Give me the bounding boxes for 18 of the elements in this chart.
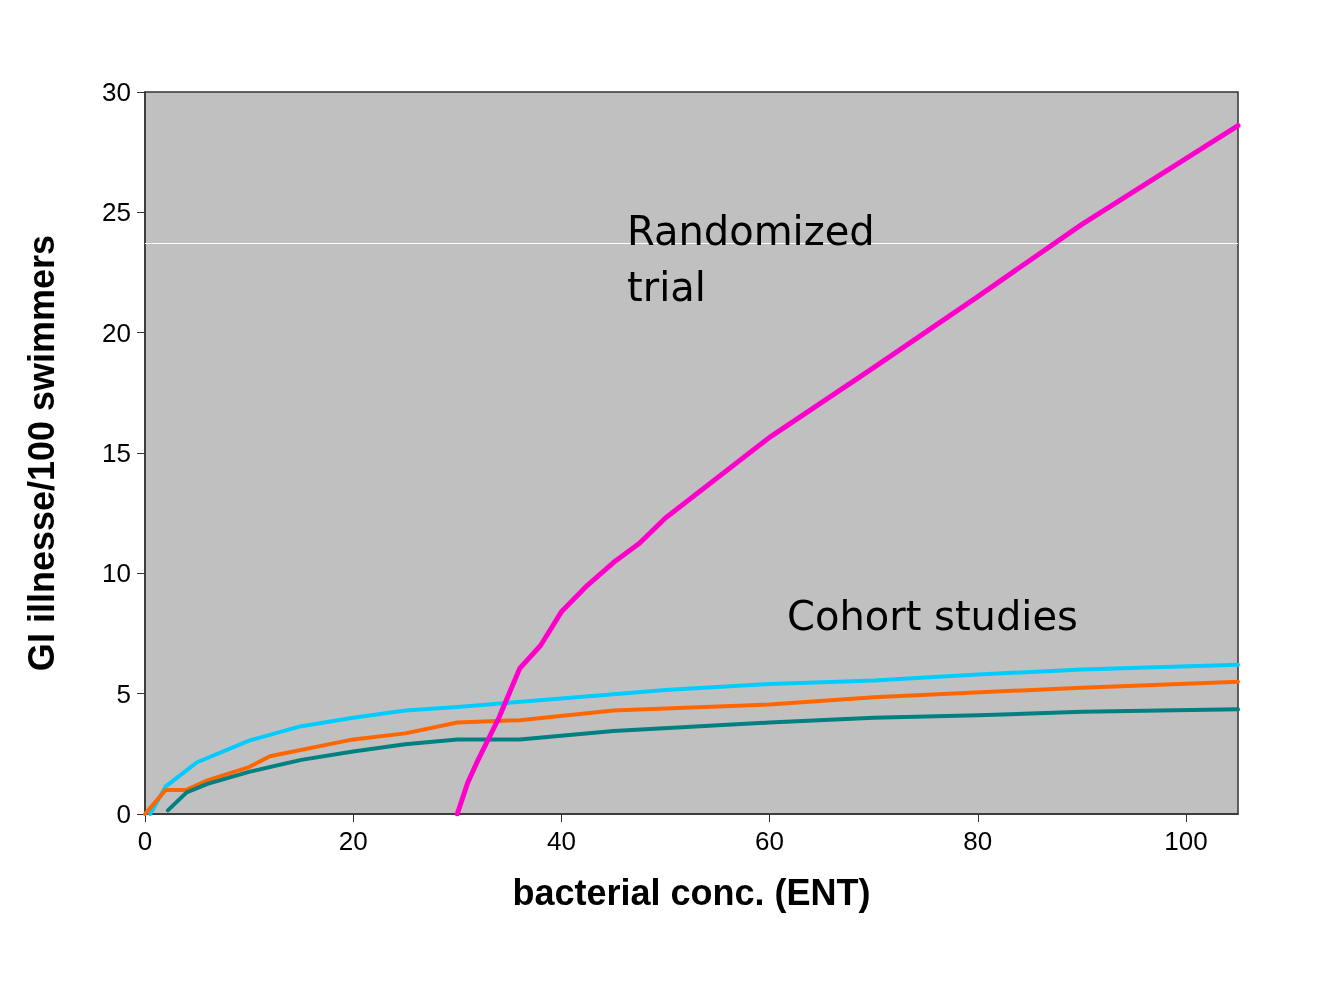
- y-tick-label: 15: [102, 438, 131, 468]
- y-tick-label: 30: [102, 77, 131, 107]
- x-tick-label: 0: [137, 826, 153, 856]
- y-tick-label: 10: [102, 558, 131, 589]
- x-tick-label: 80: [963, 826, 993, 856]
- x-tick-label: 40: [546, 826, 576, 856]
- line-series: [165, 707, 1240, 813]
- y-axis-title: GI illnesse/100 swimmers: [20, 234, 62, 672]
- x-axis-title: bacterial conc. (ENT): [512, 871, 871, 913]
- x-tick-label: 100: [1164, 826, 1208, 856]
- y-tick-label: 0: [116, 799, 131, 829]
- x-tick-label: 60: [755, 826, 785, 856]
- annotation: Randomized trial: [627, 208, 888, 310]
- x-tick-label: 20: [338, 826, 368, 856]
- y-tick-label: 5: [116, 678, 131, 709]
- y-tick-label: 20: [102, 317, 131, 348]
- annotation: Cohort studies: [787, 593, 1078, 639]
- y-tick-label: 25: [102, 197, 131, 228]
